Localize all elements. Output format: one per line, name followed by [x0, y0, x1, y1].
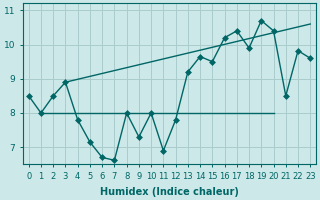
X-axis label: Humidex (Indice chaleur): Humidex (Indice chaleur) — [100, 187, 239, 197]
